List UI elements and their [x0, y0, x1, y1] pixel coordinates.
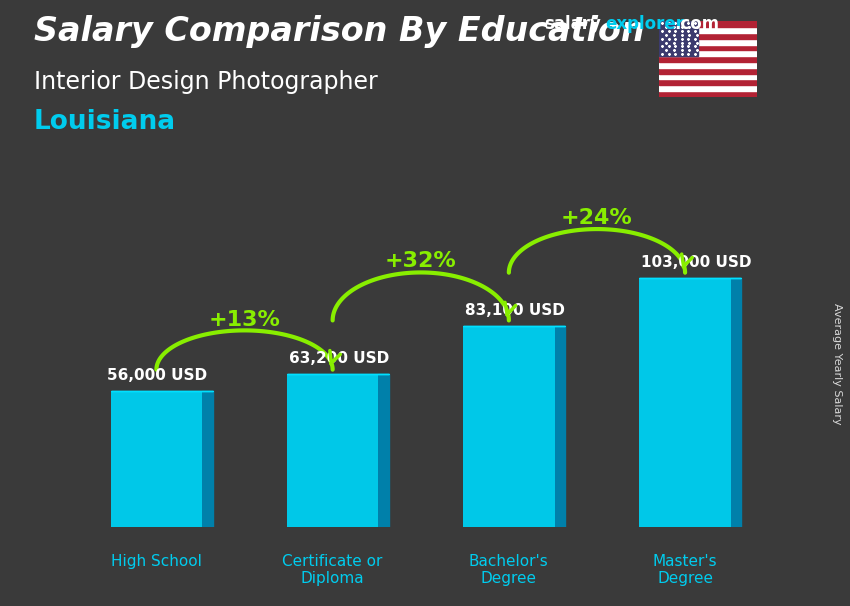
Bar — [659, 79, 756, 85]
Text: Master's
Degree: Master's Degree — [653, 554, 717, 586]
Text: +32%: +32% — [385, 251, 456, 271]
Polygon shape — [731, 278, 741, 527]
Bar — [659, 74, 756, 79]
Bar — [659, 21, 756, 27]
Bar — [659, 62, 756, 68]
Text: Interior Design Photographer: Interior Design Photographer — [34, 70, 377, 94]
Text: 83,100 USD: 83,100 USD — [465, 303, 564, 318]
Text: .com: .com — [674, 15, 719, 33]
Bar — [659, 39, 756, 44]
Text: 63,200 USD: 63,200 USD — [289, 351, 388, 366]
Bar — [659, 50, 756, 56]
Bar — [659, 91, 756, 97]
Text: Bachelor's
Degree: Bachelor's Degree — [469, 554, 549, 586]
Bar — [659, 56, 756, 62]
Text: 103,000 USD: 103,000 USD — [641, 255, 751, 270]
Text: +24%: +24% — [561, 208, 633, 228]
Bar — [659, 21, 698, 56]
Text: explorer: explorer — [605, 15, 684, 33]
Text: Certificate or
Diploma: Certificate or Diploma — [282, 554, 382, 586]
Bar — [659, 27, 756, 33]
FancyBboxPatch shape — [286, 374, 378, 527]
Bar — [659, 85, 756, 91]
Text: +13%: +13% — [208, 310, 280, 330]
Text: Average Yearly Salary: Average Yearly Salary — [832, 303, 842, 424]
Bar — [659, 68, 756, 74]
Polygon shape — [378, 374, 389, 527]
Text: salary: salary — [544, 15, 601, 33]
FancyBboxPatch shape — [463, 326, 555, 527]
Polygon shape — [202, 391, 212, 527]
Text: Louisiana: Louisiana — [34, 109, 176, 135]
FancyBboxPatch shape — [110, 391, 202, 527]
Bar — [659, 33, 756, 39]
Bar — [659, 44, 756, 50]
Polygon shape — [555, 326, 565, 527]
Text: 56,000 USD: 56,000 USD — [107, 368, 207, 383]
Text: High School: High School — [111, 554, 201, 569]
FancyBboxPatch shape — [639, 278, 731, 527]
Text: Salary Comparison By Education: Salary Comparison By Education — [34, 15, 644, 48]
